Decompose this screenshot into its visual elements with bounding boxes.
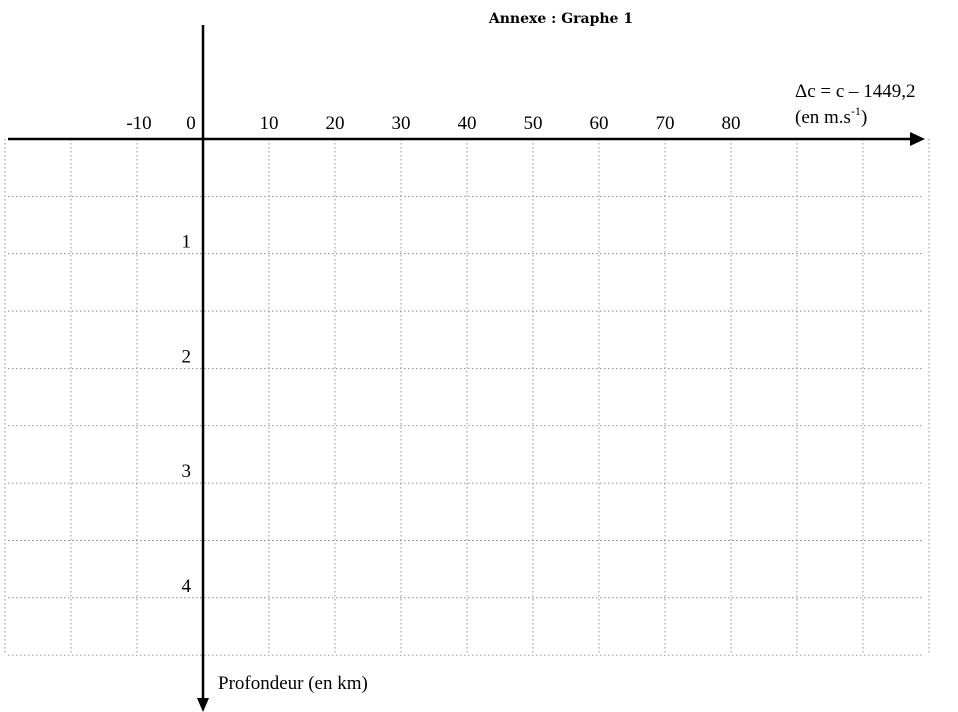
y-tick-labels: 1 2 3 4: [182, 232, 192, 597]
chart-title: Annexe : Graphe 1: [488, 11, 633, 27]
y-axis-arrow: [197, 698, 209, 712]
x-tick-label: 60: [590, 113, 609, 134]
x-tick-label: 10: [260, 113, 279, 134]
x-tick-label: 70: [656, 113, 675, 134]
x-axis-label: Δc = c – 1449,2: [795, 81, 916, 102]
x-tick-label: 50: [524, 113, 543, 134]
x-axis-unit-close: ): [861, 107, 867, 128]
x-axis-unit-text: (en m.s: [795, 107, 851, 128]
x-tick-label: 80: [722, 113, 741, 134]
y-tick-label: 1: [182, 232, 192, 253]
y-axis-label: Profondeur (en km): [218, 673, 368, 694]
x-axis-arrow: [910, 132, 925, 146]
y-tick-label: 3: [182, 461, 192, 482]
x-axis-unit-exponent: -1: [851, 104, 861, 118]
x-tick-label: 0: [186, 113, 196, 134]
grid-lines: [4, 139, 930, 656]
x-tick-label: 20: [326, 113, 345, 134]
x-axis-unit: (en m.s-1): [795, 104, 867, 128]
x-tick-label: 30: [392, 113, 411, 134]
x-tick-label: -10: [126, 113, 151, 134]
x-tick-labels: -10 0 10 20 30 40 50 60 70 80: [126, 113, 740, 134]
x-tick-label: 40: [458, 113, 477, 134]
y-tick-label: 2: [182, 346, 192, 367]
y-tick-label: 4: [182, 576, 192, 597]
